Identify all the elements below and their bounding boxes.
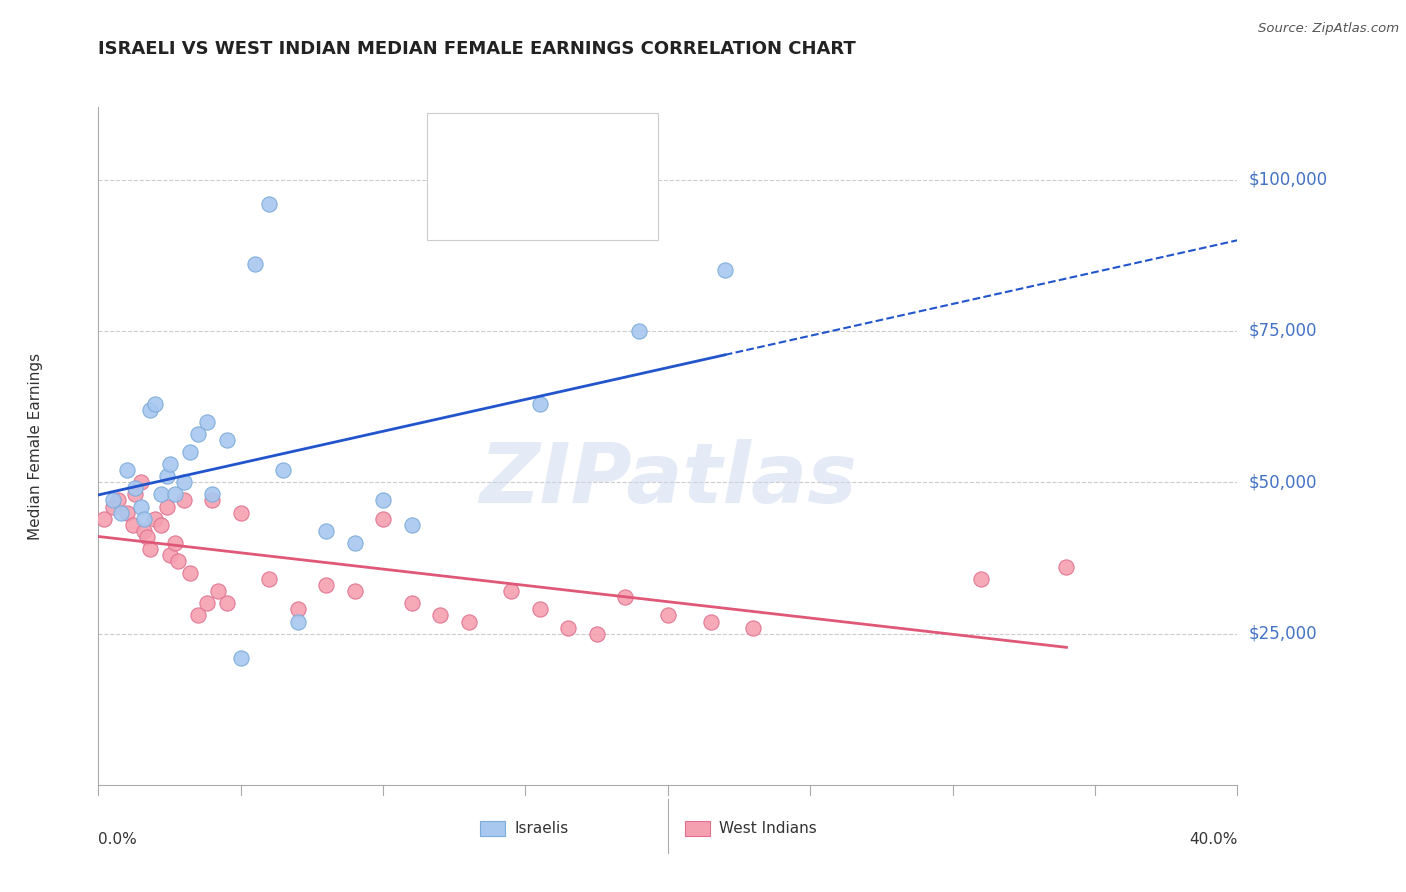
Point — [742, 621, 765, 635]
Text: -0.020: -0.020 — [526, 151, 575, 165]
Point — [714, 263, 737, 277]
Text: $100,000: $100,000 — [1249, 170, 1327, 189]
Point — [229, 651, 252, 665]
Point — [110, 506, 132, 520]
Text: R =: R = — [481, 151, 515, 165]
Point — [373, 493, 395, 508]
Point — [173, 475, 195, 490]
Point — [173, 493, 195, 508]
Point — [150, 517, 173, 532]
Point — [501, 584, 523, 599]
Point — [259, 197, 281, 211]
Point — [159, 548, 181, 562]
Point — [145, 396, 167, 410]
Point — [699, 615, 721, 629]
Point — [138, 402, 160, 417]
Text: -0.194: -0.194 — [526, 202, 575, 216]
Point — [115, 463, 138, 477]
Point — [1056, 560, 1078, 574]
Point — [135, 530, 157, 544]
Point — [129, 475, 152, 490]
Point — [457, 615, 479, 629]
Point — [187, 426, 209, 441]
Text: Median Female Earnings: Median Female Earnings — [28, 352, 44, 540]
Point — [401, 517, 423, 532]
Point — [129, 500, 152, 514]
Point — [243, 257, 266, 271]
Point — [585, 626, 607, 640]
Point — [195, 596, 218, 610]
Text: $25,000: $25,000 — [1249, 624, 1317, 642]
Text: $75,000: $75,000 — [1249, 322, 1317, 340]
Bar — [449, 202, 467, 215]
Point — [121, 517, 143, 532]
Bar — [449, 152, 467, 164]
Point — [124, 482, 146, 496]
Point — [315, 524, 337, 538]
Point — [343, 584, 366, 599]
Point — [124, 487, 146, 501]
Point — [343, 536, 366, 550]
Point — [259, 572, 281, 586]
Point — [373, 511, 395, 525]
Text: 40.0%: 40.0% — [1189, 832, 1237, 847]
Point — [156, 500, 179, 514]
Point — [101, 493, 124, 508]
Point — [315, 578, 337, 592]
Point — [429, 608, 451, 623]
Point — [287, 602, 309, 616]
Point — [628, 324, 651, 338]
Point — [179, 445, 201, 459]
Text: R =: R = — [481, 202, 515, 216]
Point — [215, 596, 238, 610]
Point — [159, 457, 181, 471]
Point — [165, 536, 187, 550]
Point — [101, 500, 124, 514]
Point — [614, 591, 637, 605]
Bar — [685, 821, 710, 836]
Text: 0.0%: 0.0% — [98, 832, 138, 847]
Point — [273, 463, 295, 477]
Point — [165, 487, 187, 501]
Point — [187, 608, 209, 623]
Text: 42: 42 — [633, 202, 651, 216]
Text: N =: N = — [592, 202, 627, 216]
Point — [115, 506, 138, 520]
Text: Source: ZipAtlas.com: Source: ZipAtlas.com — [1258, 22, 1399, 36]
Text: ISRAELI VS WEST INDIAN MEDIAN FEMALE EARNINGS CORRELATION CHART: ISRAELI VS WEST INDIAN MEDIAN FEMALE EAR… — [98, 40, 856, 58]
Point — [201, 493, 224, 508]
Text: $50,000: $50,000 — [1249, 474, 1317, 491]
Point — [156, 469, 179, 483]
Point — [179, 566, 201, 581]
Point — [215, 433, 238, 447]
Point — [195, 415, 218, 429]
Point — [93, 511, 115, 525]
Point — [401, 596, 423, 610]
Point — [107, 493, 129, 508]
Text: Israelis: Israelis — [515, 821, 568, 836]
Text: ZIPatlas: ZIPatlas — [479, 440, 856, 520]
Point — [207, 584, 229, 599]
Point — [557, 621, 579, 635]
Point — [167, 554, 190, 568]
Text: West Indians: West Indians — [718, 821, 817, 836]
Point — [529, 602, 551, 616]
Point — [201, 487, 224, 501]
Point — [145, 511, 167, 525]
Point — [529, 396, 551, 410]
Text: N =: N = — [592, 151, 627, 165]
Text: 30: 30 — [633, 151, 652, 165]
Point — [657, 608, 679, 623]
Point — [150, 487, 173, 501]
Point — [287, 615, 309, 629]
Point — [132, 511, 155, 525]
Point — [229, 506, 252, 520]
Point — [138, 541, 160, 556]
Point — [970, 572, 993, 586]
Point — [132, 524, 155, 538]
Bar — [479, 821, 505, 836]
